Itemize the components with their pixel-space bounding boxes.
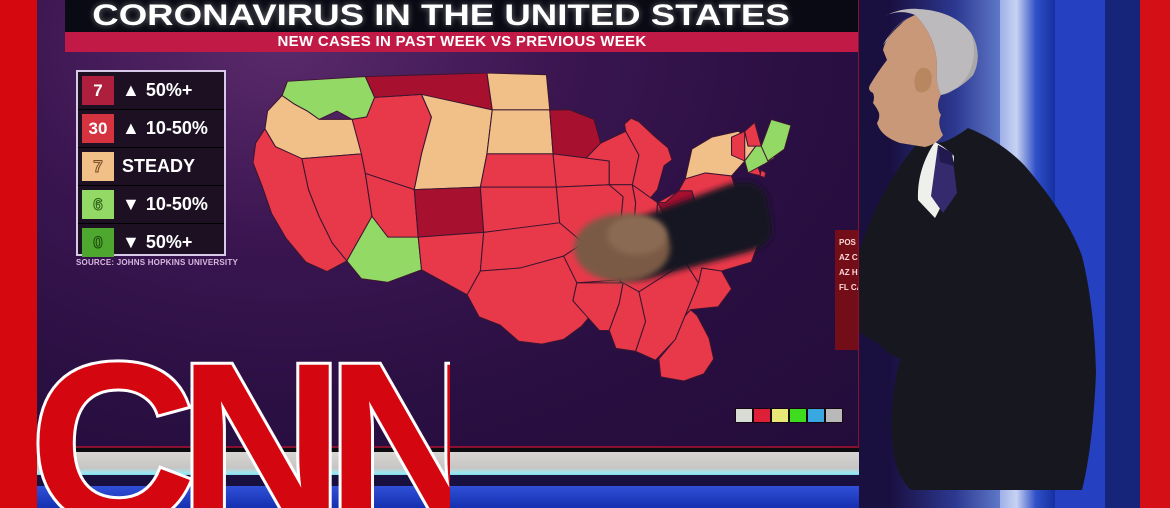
- svg-text:CNN: CNN: [30, 338, 450, 508]
